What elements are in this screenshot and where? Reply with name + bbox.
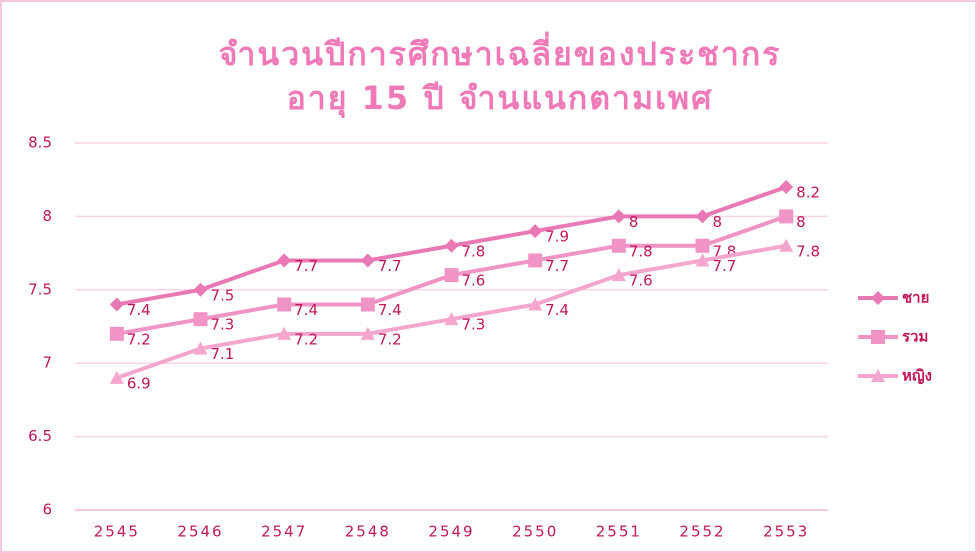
- x-tick-label: 2549: [428, 523, 474, 541]
- point: [109, 326, 124, 341]
- data-label: 7.5: [211, 286, 235, 304]
- point: [779, 180, 794, 195]
- point: [528, 224, 543, 239]
- point: [444, 312, 459, 326]
- data-label: 7.8: [629, 242, 653, 260]
- data-label: 7.1: [211, 345, 235, 363]
- x-tick-label: 2546: [177, 523, 223, 541]
- data-label: 7.7: [378, 257, 402, 275]
- data-label: 7.7: [294, 257, 318, 275]
- chart-title: จำนวนปีการศึกษาเฉลี่ยของประชากร: [219, 31, 782, 73]
- data-label: 7.3: [211, 316, 235, 334]
- data-label: 7.6: [629, 272, 653, 290]
- point: [871, 330, 885, 344]
- data-label: 7.2: [294, 330, 318, 348]
- data-label: 8.2: [796, 184, 820, 202]
- point: [871, 291, 885, 305]
- point: [193, 341, 208, 355]
- data-label: 7.6: [462, 272, 486, 290]
- x-tick-label: 2551: [596, 523, 642, 541]
- data-label: 7.3: [462, 316, 486, 334]
- point: [779, 238, 794, 252]
- y-tick-label: 7.5: [28, 280, 52, 298]
- point: [193, 312, 208, 327]
- data-label: 7.4: [378, 301, 402, 319]
- x-tick-label: 2545: [94, 523, 140, 541]
- y-tick-label: 6.5: [28, 427, 52, 445]
- point: [528, 297, 543, 311]
- data-label: 7.4: [545, 301, 569, 319]
- x-tick-label: 2550: [512, 523, 558, 541]
- data-label: 7.2: [127, 330, 151, 348]
- point: [871, 369, 885, 382]
- point: [695, 238, 710, 253]
- data-label: 7.7: [545, 257, 569, 275]
- y-tick-label: 8: [42, 207, 52, 225]
- point: [360, 326, 375, 340]
- data-label: 7.8: [462, 242, 486, 260]
- point: [277, 326, 292, 340]
- y-tick-label: 6: [42, 501, 52, 519]
- data-label: 7.4: [127, 301, 151, 319]
- y-tick-label: 8.5: [28, 134, 52, 152]
- point: [360, 253, 375, 268]
- point: [611, 209, 626, 224]
- legend-label: ชาย: [902, 289, 929, 307]
- legend-label: รวม: [902, 328, 928, 346]
- point: [695, 209, 710, 224]
- data-label: 8: [629, 213, 639, 231]
- chart-title: อายุ 15 ปี จำนแนกตามเพศ: [287, 79, 714, 119]
- x-tick-label: 2547: [261, 523, 307, 541]
- data-label: 7.9: [545, 228, 569, 246]
- point: [193, 282, 208, 297]
- point: [528, 253, 543, 268]
- data-label: 7.8: [796, 242, 820, 260]
- y-tick-label: 7: [42, 354, 52, 372]
- data-label: 8: [713, 213, 723, 231]
- point: [695, 253, 710, 267]
- point: [277, 253, 292, 268]
- point: [611, 268, 626, 282]
- x-tick-label: 2552: [679, 523, 725, 541]
- point: [109, 370, 124, 384]
- x-tick-label: 2548: [345, 523, 391, 541]
- x-tick-label: 2553: [763, 523, 809, 541]
- point: [611, 238, 626, 253]
- point: [779, 209, 794, 224]
- point: [444, 238, 459, 253]
- point: [444, 268, 459, 283]
- point: [360, 297, 375, 312]
- legend-label: หญิง: [902, 367, 932, 385]
- data-label: 8: [796, 213, 806, 231]
- data-label: 7.4: [294, 301, 318, 319]
- data-label: 6.9: [127, 374, 151, 392]
- point: [277, 297, 292, 312]
- data-label: 7.7: [713, 257, 737, 275]
- data-label: 7.2: [378, 330, 402, 348]
- point: [109, 297, 124, 312]
